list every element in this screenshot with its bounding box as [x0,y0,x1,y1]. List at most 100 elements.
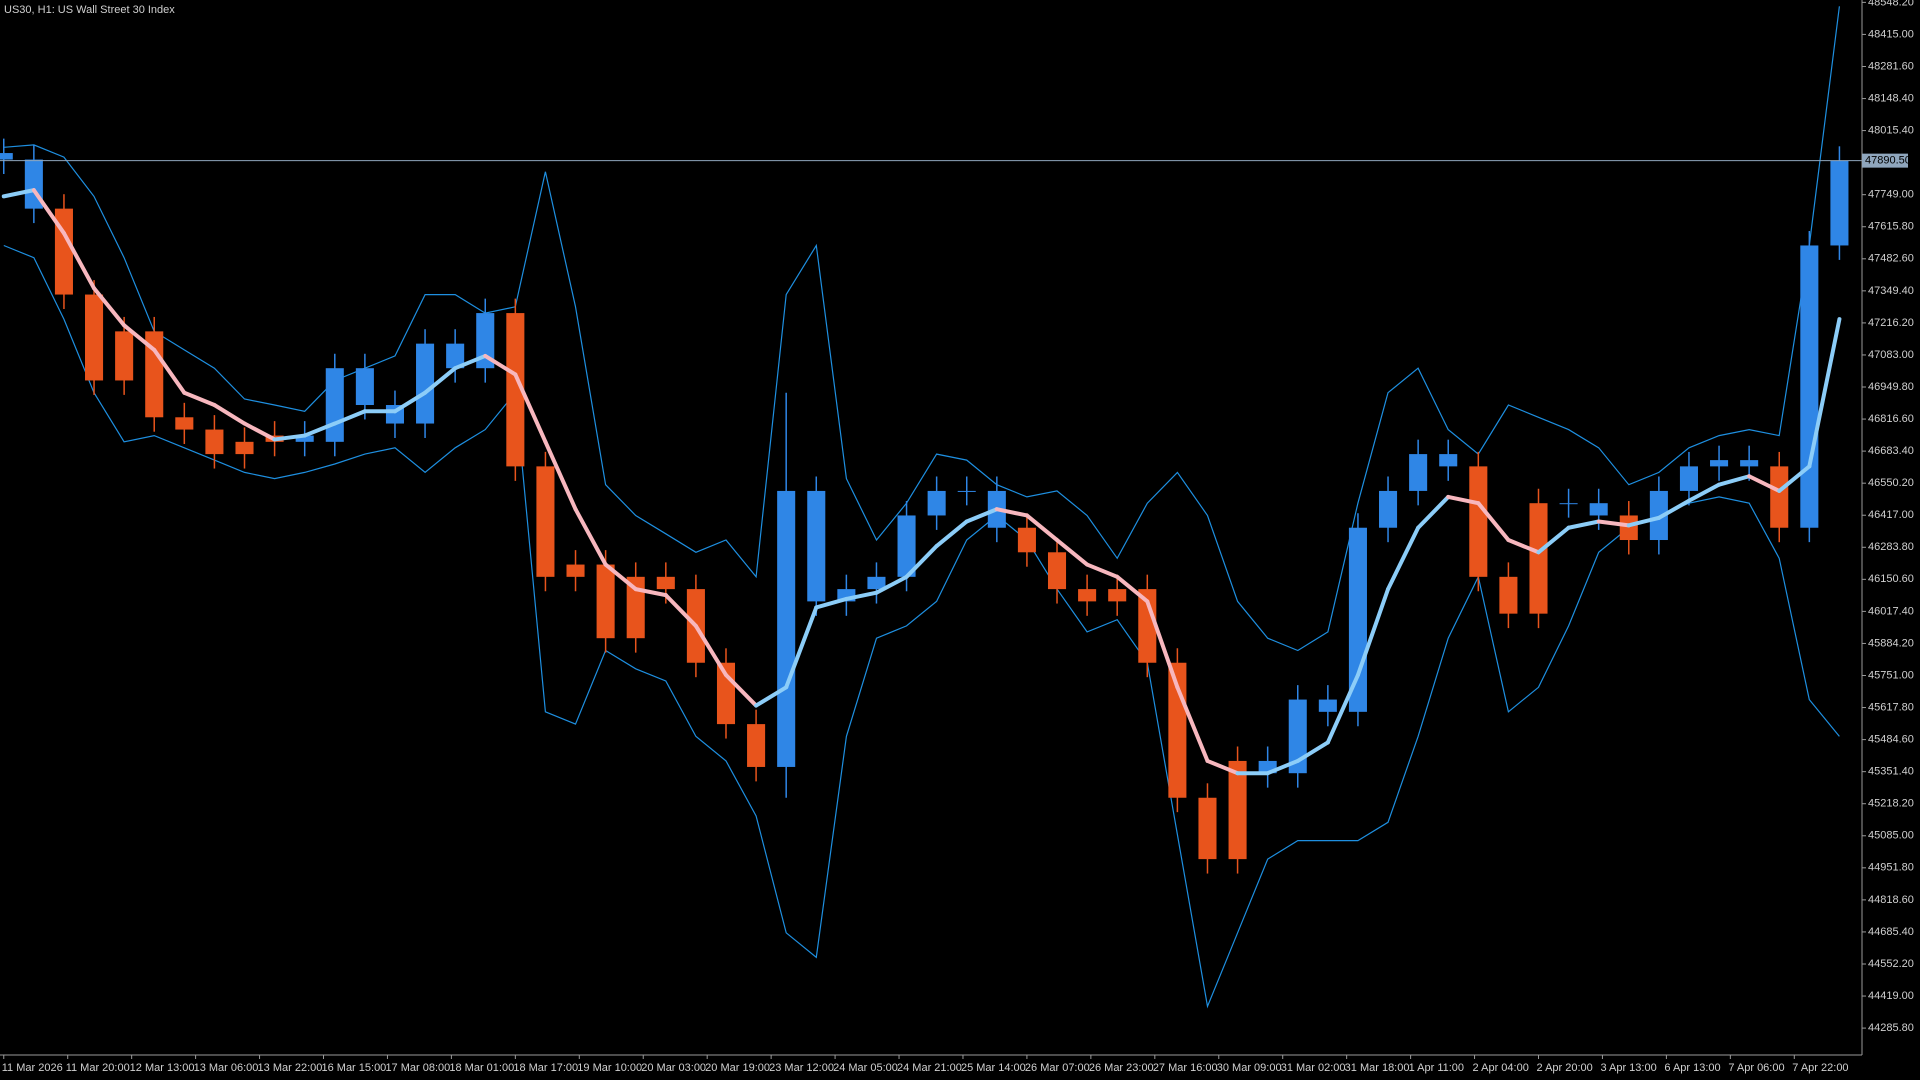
moving-average [814,596,849,610]
candle-body [777,490,796,767]
y-tick-label: 48281.60 [1868,60,1914,72]
y-tick-label: 44951.80 [1868,862,1914,874]
y-tick-label: 44552.20 [1868,958,1914,970]
candle-body [1710,460,1729,467]
moving-average [1386,525,1421,592]
moving-average [603,562,638,592]
moving-average [1536,525,1571,555]
moving-average [483,353,518,377]
x-tick-label: 20 Mar 03:00 [641,1062,706,1074]
moving-average [513,372,548,444]
y-tick-label: 46816.60 [1868,413,1914,425]
y-tick-label: 45218.20 [1868,798,1914,810]
candle-body [536,466,555,577]
candle-body [1800,245,1819,528]
candle-body [1589,503,1608,516]
moving-average [1476,501,1511,543]
candle-body [1409,454,1428,491]
x-tick-label: 27 Mar 16:00 [1153,1062,1218,1074]
candle-body [205,429,224,455]
moving-average [784,605,819,690]
x-tick-label: 18 Mar 17:00 [513,1062,578,1074]
candle-body [416,343,435,424]
x-tick-label: 7 Apr 22:00 [1792,1062,1848,1074]
y-tick-label: 48548.20 [1868,0,1914,8]
moving-average [693,623,728,678]
moving-average [723,673,759,708]
moving-average [61,231,97,291]
candle-body [747,724,766,767]
candle-body [1138,589,1157,663]
moving-average [31,188,66,236]
candle-body [1830,160,1849,246]
candle-body [1379,490,1398,528]
moving-average [182,390,217,408]
candle-body [1108,589,1127,602]
moving-average [573,507,608,567]
x-tick-label: 7 Apr 06:00 [1728,1062,1784,1074]
y-tick-label: 46283.80 [1868,541,1914,553]
moving-average [1085,562,1120,579]
y-tick-label: 46550.20 [1868,477,1914,489]
x-tick-label: 31 Mar 02:00 [1281,1062,1346,1074]
candle-body [656,576,675,590]
current-price-box [1862,153,1908,168]
y-tick-label: 46417.00 [1868,509,1914,521]
moving-average [1205,758,1240,776]
moving-average [302,421,337,438]
band-lower [3,244,1840,1009]
y-tick-label: 47749.00 [1868,189,1914,201]
y-tick-label: 44419.00 [1868,990,1914,1002]
moving-average [1,188,36,199]
candle-body [506,313,525,467]
candle-body [566,564,585,577]
moving-average [392,390,428,414]
moving-average [1596,519,1631,528]
band-upper [3,6,1840,652]
moving-average [1807,317,1842,469]
moving-average [152,347,187,395]
moving-average [1446,494,1481,506]
candle-body [235,441,254,455]
moving-average [1175,685,1210,763]
y-tick-label: 45351.40 [1868,766,1914,778]
x-tick-label: 11 Mar 20:00 [66,1062,130,1074]
moving-average [212,403,247,426]
x-tick-label: 23 Mar 12:00 [769,1062,834,1074]
y-tick-label: 45884.20 [1868,637,1914,649]
x-tick-label: 20 Mar 19:00 [705,1062,770,1074]
x-tick-label: 31 Mar 18:00 [1345,1062,1410,1074]
y-tick-label: 47349.40 [1868,285,1914,297]
y-tick-label: 44285.80 [1868,1022,1914,1034]
moving-average [844,590,879,601]
candle-body [1017,527,1036,553]
x-tick-label: 13 Mar 22:00 [258,1062,323,1074]
x-tick-label: 2 Apr 20:00 [1537,1062,1593,1074]
y-tick-label: 48415.00 [1868,28,1914,40]
candle-body [867,576,886,590]
moving-average [633,587,668,598]
x-tick-label: 6 Apr 13:00 [1664,1062,1720,1074]
candle-body [1469,466,1488,577]
moving-average [1686,482,1722,503]
candle-body [1559,503,1578,505]
moving-average [1024,513,1060,543]
candle-body [927,490,946,516]
moving-average [1295,740,1330,763]
candle-body [1318,699,1337,712]
candle-body [446,343,465,369]
candle-body [596,564,615,639]
moving-average [122,323,157,352]
moving-average [1747,474,1782,493]
moving-average [1506,538,1541,555]
moving-average [934,519,969,549]
x-tick-label: 11 Mar 2026 [2,1062,63,1074]
moving-average [1777,464,1812,493]
chart-title: US30, H1: US Wall Street 30 Index [4,4,175,16]
candle-body [1649,490,1668,541]
plot-area [0,6,1862,1009]
moving-average [272,433,307,442]
x-tick-label: 25 Mar 14:00 [961,1062,1026,1074]
